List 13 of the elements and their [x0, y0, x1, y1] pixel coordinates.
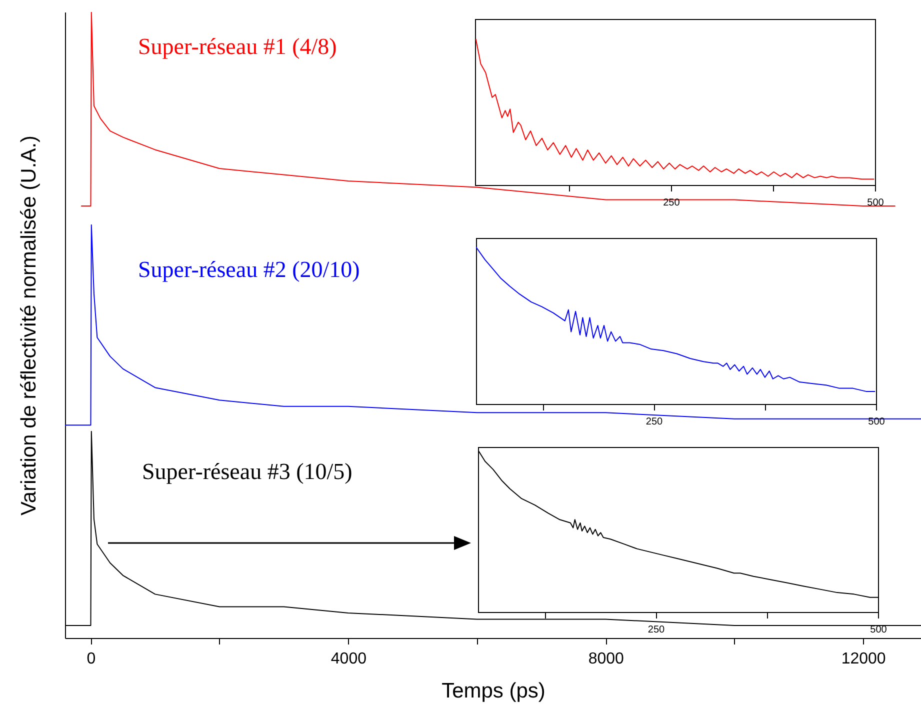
x-tick-label: 8000 — [588, 650, 624, 668]
x-axis-title: Temps (ps) — [442, 680, 546, 702]
y-axis-title: Variation de réflectivité normalisée (U.A.) — [18, 135, 40, 516]
x-tick-label: 4000 — [330, 650, 367, 668]
x-tick-label: 500 — [868, 416, 886, 428]
series-label: Super-réseau #1 (4/8) — [138, 34, 337, 59]
text: Super-réseau #3 (10/5) — [142, 459, 352, 484]
x-tick-label: 0 — [86, 650, 96, 668]
x-tick-label: 250 — [663, 198, 680, 208]
x-tick-label: 250 — [646, 416, 664, 428]
x-tick-label: 250 — [648, 624, 666, 636]
series-label: Super-réseau #2 (20/10) — [138, 257, 360, 282]
x-tick-label: 12000 — [841, 650, 886, 668]
